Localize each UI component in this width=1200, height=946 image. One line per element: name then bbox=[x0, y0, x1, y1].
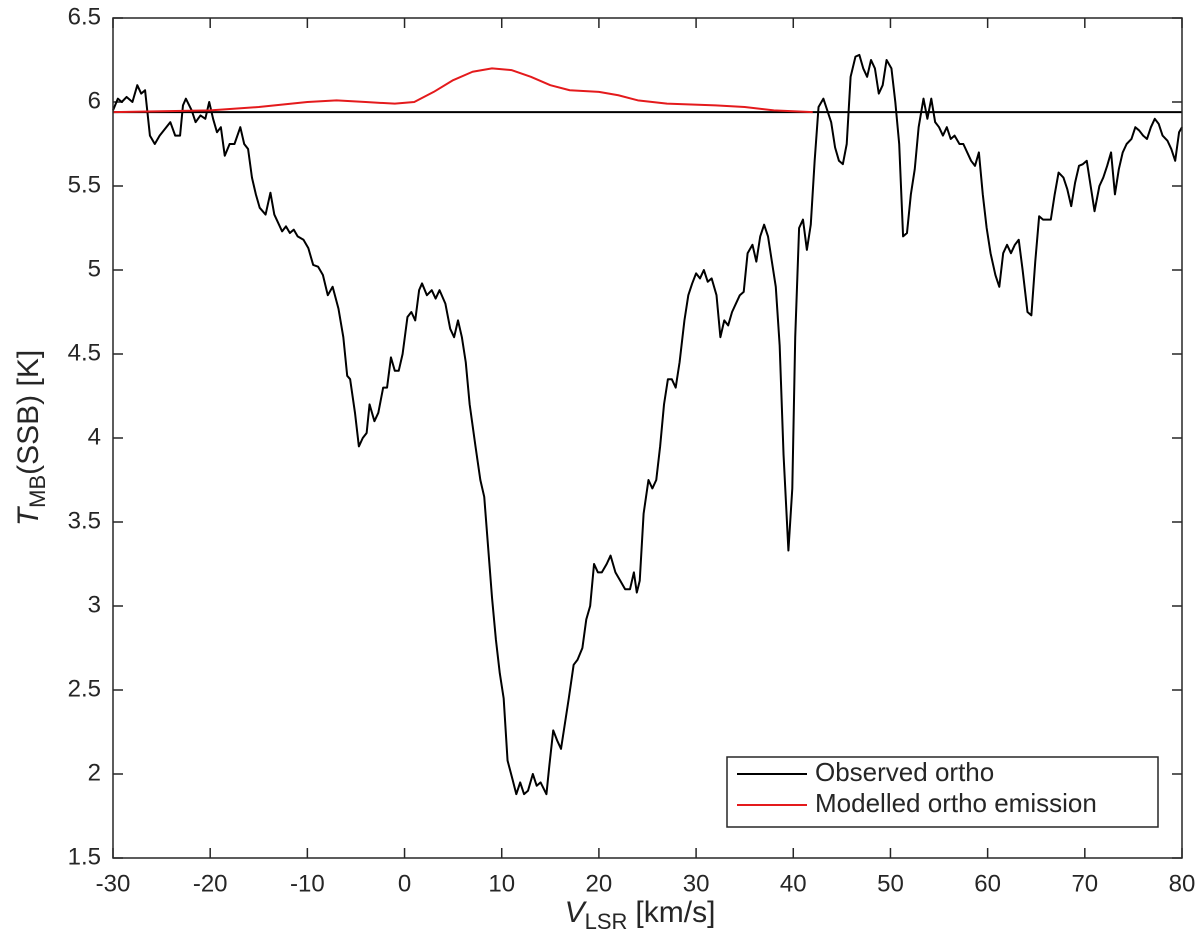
y-tick-label: 5 bbox=[88, 255, 101, 282]
y-tick-label: 5.5 bbox=[68, 171, 101, 198]
x-label-symbol: V bbox=[565, 896, 588, 929]
x-label-unit: [km/s] bbox=[635, 896, 715, 929]
y-tick-label: 6 bbox=[88, 87, 101, 114]
y-tick-label: 4.5 bbox=[68, 339, 101, 366]
x-label-subscript: LSR bbox=[585, 909, 628, 934]
y-tick-label: 3 bbox=[88, 591, 101, 618]
series-line bbox=[112, 53, 1183, 796]
x-tick-label: 80 bbox=[1169, 870, 1196, 897]
y-tick-label: 1.5 bbox=[68, 843, 101, 870]
x-tick-label: -10 bbox=[290, 870, 325, 897]
x-tick-label: 10 bbox=[488, 870, 515, 897]
y-tick-label: 2 bbox=[88, 759, 101, 786]
x-tick-label: 50 bbox=[877, 870, 904, 897]
legend-box bbox=[726, 756, 1159, 828]
x-tick-label: 70 bbox=[1071, 870, 1098, 897]
legend-label: Modelled ortho emission bbox=[815, 788, 1097, 818]
y-axis-label: TMB(SSB) [K] bbox=[12, 350, 50, 526]
x-tick-label: -20 bbox=[193, 870, 228, 897]
x-tick-label: 40 bbox=[780, 870, 807, 897]
y-label-unit: (SSB) [K] bbox=[12, 350, 45, 475]
x-tick-label: 0 bbox=[398, 870, 411, 897]
series-line bbox=[112, 67, 813, 114]
y-tick-label: 3.5 bbox=[68, 507, 101, 534]
y-tick-label: 2.5 bbox=[68, 675, 101, 702]
x-tick-label: 20 bbox=[586, 870, 613, 897]
x-axis-label: VLSR [km/s] bbox=[565, 896, 716, 934]
x-tick-label: 60 bbox=[974, 870, 1001, 897]
y-label-subscript: MB bbox=[25, 475, 50, 508]
x-tick-label: -30 bbox=[96, 870, 131, 897]
legend-label: Observed ortho bbox=[815, 757, 994, 787]
y-tick-label: 4 bbox=[88, 423, 101, 450]
y-tick-label: 6.5 bbox=[68, 3, 101, 30]
y-label-symbol: T bbox=[12, 505, 45, 526]
plot-frame bbox=[112, 17, 1183, 859]
x-tick-label: 30 bbox=[683, 870, 710, 897]
